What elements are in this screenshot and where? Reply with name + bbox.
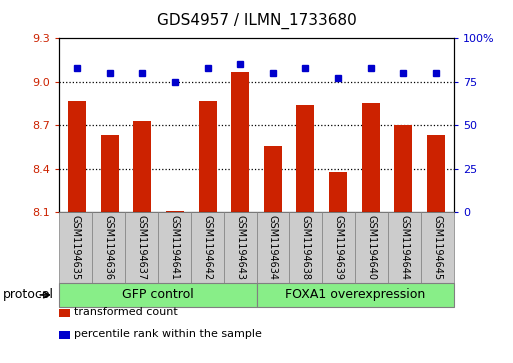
Text: GSM1194644: GSM1194644 <box>400 215 409 280</box>
Text: percentile rank within the sample: percentile rank within the sample <box>74 329 262 339</box>
Text: GSM1194636: GSM1194636 <box>104 215 113 280</box>
Bar <box>101 135 119 212</box>
Text: GDS4957 / ILMN_1733680: GDS4957 / ILMN_1733680 <box>156 13 357 29</box>
Text: GSM1194642: GSM1194642 <box>202 215 212 280</box>
Text: transformed count: transformed count <box>74 307 178 317</box>
Text: GFP control: GFP control <box>122 289 193 301</box>
Bar <box>362 103 380 212</box>
Bar <box>166 211 184 212</box>
Bar <box>68 101 86 212</box>
Text: GSM1194643: GSM1194643 <box>235 215 245 280</box>
Text: GSM1194640: GSM1194640 <box>367 215 377 280</box>
Bar <box>231 72 249 212</box>
Text: GSM1194645: GSM1194645 <box>432 215 443 280</box>
Text: GSM1194637: GSM1194637 <box>136 215 146 280</box>
Bar <box>394 125 412 212</box>
Text: GSM1194635: GSM1194635 <box>70 215 81 280</box>
Text: protocol: protocol <box>3 289 53 301</box>
Text: GSM1194641: GSM1194641 <box>169 215 179 280</box>
Text: GSM1194638: GSM1194638 <box>301 215 311 280</box>
Bar <box>199 101 216 212</box>
Text: FOXA1 overexpression: FOXA1 overexpression <box>285 289 425 301</box>
Text: GSM1194634: GSM1194634 <box>268 215 278 280</box>
Bar <box>329 172 347 212</box>
Text: GSM1194639: GSM1194639 <box>334 215 344 280</box>
Bar <box>264 146 282 212</box>
Bar <box>297 105 314 212</box>
Bar <box>427 135 445 212</box>
Bar <box>133 121 151 212</box>
